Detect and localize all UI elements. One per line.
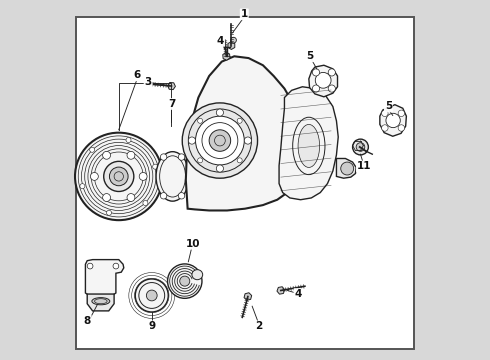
Circle shape xyxy=(328,69,335,76)
Circle shape xyxy=(180,276,190,286)
Ellipse shape xyxy=(298,125,319,167)
Circle shape xyxy=(178,154,185,160)
Circle shape xyxy=(80,184,85,189)
Circle shape xyxy=(313,85,319,92)
Circle shape xyxy=(328,85,335,92)
Circle shape xyxy=(102,194,111,202)
Circle shape xyxy=(197,158,203,163)
Polygon shape xyxy=(228,41,235,49)
Text: 9: 9 xyxy=(148,321,155,331)
Text: 11: 11 xyxy=(357,161,371,171)
Ellipse shape xyxy=(135,279,168,312)
Circle shape xyxy=(127,151,135,159)
Polygon shape xyxy=(186,56,306,211)
Circle shape xyxy=(168,264,202,298)
Circle shape xyxy=(139,172,147,180)
Text: 3: 3 xyxy=(145,77,152,87)
Text: 4: 4 xyxy=(294,289,302,299)
Text: 2: 2 xyxy=(255,321,262,331)
Circle shape xyxy=(143,201,148,206)
FancyBboxPatch shape xyxy=(76,17,414,348)
Polygon shape xyxy=(85,260,124,296)
Text: 5: 5 xyxy=(385,102,392,112)
Ellipse shape xyxy=(92,298,110,305)
Circle shape xyxy=(386,113,400,128)
Circle shape xyxy=(102,151,111,159)
Circle shape xyxy=(341,162,354,175)
Circle shape xyxy=(398,110,405,117)
Circle shape xyxy=(127,194,135,202)
Circle shape xyxy=(313,69,319,76)
Circle shape xyxy=(104,161,134,192)
Polygon shape xyxy=(309,65,338,97)
Circle shape xyxy=(109,167,128,186)
Text: 6: 6 xyxy=(134,70,141,80)
Circle shape xyxy=(382,125,388,131)
Circle shape xyxy=(398,125,405,131)
Circle shape xyxy=(87,263,93,269)
Text: 6: 6 xyxy=(134,70,141,80)
Circle shape xyxy=(216,109,223,116)
Text: 8: 8 xyxy=(84,316,91,325)
Circle shape xyxy=(182,103,258,178)
Circle shape xyxy=(178,193,185,199)
Circle shape xyxy=(245,137,251,144)
Ellipse shape xyxy=(156,152,189,201)
Polygon shape xyxy=(277,287,285,294)
Circle shape xyxy=(216,165,223,172)
Polygon shape xyxy=(244,293,252,300)
Circle shape xyxy=(209,130,231,151)
Text: 5: 5 xyxy=(307,51,314,61)
Text: 7: 7 xyxy=(168,99,175,109)
Circle shape xyxy=(382,110,388,117)
Circle shape xyxy=(353,139,368,155)
Polygon shape xyxy=(223,52,230,60)
Circle shape xyxy=(113,263,119,269)
Circle shape xyxy=(91,172,98,180)
Circle shape xyxy=(152,164,158,169)
Polygon shape xyxy=(168,82,175,90)
Polygon shape xyxy=(337,158,356,178)
Circle shape xyxy=(237,158,242,163)
Circle shape xyxy=(196,116,245,165)
Polygon shape xyxy=(87,294,114,311)
Circle shape xyxy=(160,154,167,160)
Circle shape xyxy=(90,147,95,152)
Text: 10: 10 xyxy=(186,239,200,249)
Ellipse shape xyxy=(147,290,157,301)
Circle shape xyxy=(315,72,331,88)
Circle shape xyxy=(237,118,242,123)
Ellipse shape xyxy=(192,270,203,280)
Circle shape xyxy=(197,118,203,123)
Circle shape xyxy=(106,210,112,215)
Circle shape xyxy=(356,143,365,151)
Text: 1: 1 xyxy=(241,9,248,19)
Circle shape xyxy=(231,37,236,43)
Circle shape xyxy=(75,133,163,220)
Circle shape xyxy=(126,138,131,143)
Circle shape xyxy=(160,193,167,199)
Polygon shape xyxy=(380,105,406,136)
Text: 4: 4 xyxy=(217,36,224,46)
Polygon shape xyxy=(279,87,338,200)
Circle shape xyxy=(188,137,196,144)
